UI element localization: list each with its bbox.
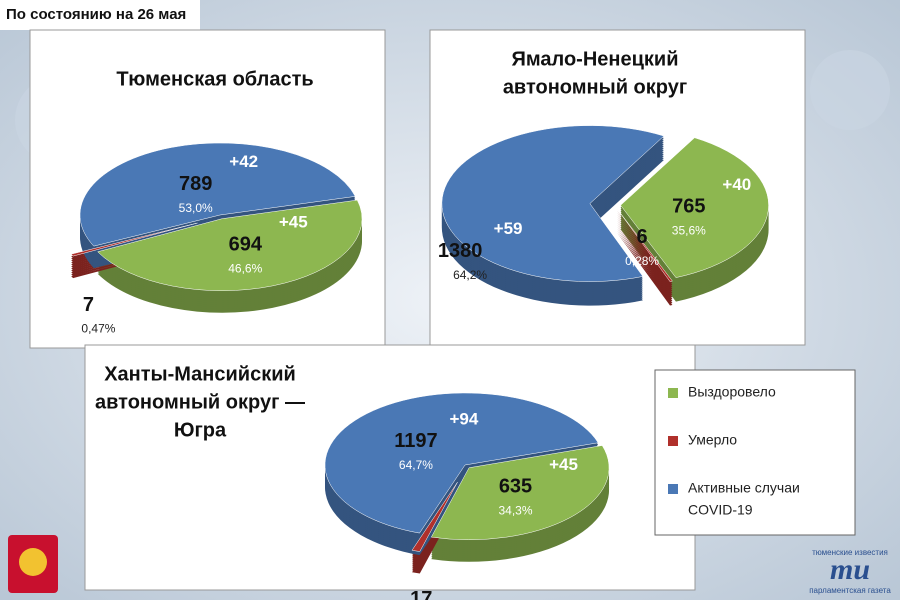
- legend-label: Активные случаи: [688, 480, 800, 496]
- legend-swatch: [668, 484, 678, 494]
- logo-bottom: парламентская газета: [809, 586, 891, 595]
- slice: [70, 222, 198, 257]
- percentage-label: 53,0%: [179, 201, 213, 215]
- legend-box: [654, 369, 856, 536]
- chart-title: Тюменская область: [116, 68, 313, 90]
- header-bg: [0, 0, 200, 30]
- legend-label: Выздоровело: [688, 384, 776, 400]
- value-label: 635: [499, 476, 532, 498]
- value-label: 1380: [438, 240, 483, 262]
- percentage-label: 0,28%: [625, 254, 659, 268]
- increment-label: +42: [229, 152, 258, 171]
- slice: [97, 199, 363, 291]
- percentage-label: 64,7%: [399, 458, 433, 472]
- value-label: 7: [83, 294, 94, 316]
- logo-top: тюменские известия: [812, 548, 888, 557]
- value-label: 694: [229, 233, 263, 255]
- value-label: 17: [410, 588, 432, 600]
- legend-label: COVID-19: [688, 502, 753, 518]
- legend-label: Умерло: [688, 432, 737, 448]
- emblem: [8, 535, 58, 593]
- value-label: 6: [637, 226, 648, 248]
- chart-title: Югра: [174, 419, 227, 441]
- chart-title: автономный округ: [503, 76, 687, 98]
- slice: [616, 208, 673, 282]
- percentage-label: 64,2%: [453, 268, 487, 282]
- increment-label: +59: [494, 219, 523, 238]
- chart-title: автономный округ —: [95, 391, 305, 413]
- percentage-label: 35,6%: [672, 224, 706, 238]
- slice: [324, 392, 599, 534]
- increment-label: +40: [722, 175, 751, 194]
- percentage-label: 0,47%: [81, 322, 115, 336]
- percentage-label: 46,6%: [228, 261, 262, 275]
- chart-title: Ямало-Ненецкий: [511, 48, 678, 70]
- chart-title: Ханты-Мансийский: [104, 363, 296, 385]
- legend-swatch: [668, 436, 678, 446]
- logo-mark: ти: [830, 553, 870, 586]
- value-label: 765: [672, 196, 705, 218]
- slice: [441, 125, 665, 282]
- increment-label: +45: [549, 455, 578, 474]
- increment-label: +94: [449, 409, 478, 428]
- slice: [411, 482, 458, 552]
- slice: [620, 137, 769, 278]
- value-label: 789: [179, 173, 212, 195]
- virus-decor: [810, 50, 890, 130]
- legend-swatch: [668, 388, 678, 398]
- percentage-label: 34,3%: [498, 504, 532, 518]
- increment-label: +45: [279, 213, 308, 232]
- header: По состоянию на 26 мая: [6, 6, 186, 23]
- slice: [430, 445, 610, 541]
- slice: [79, 142, 356, 247]
- value-label: 1197: [394, 430, 437, 452]
